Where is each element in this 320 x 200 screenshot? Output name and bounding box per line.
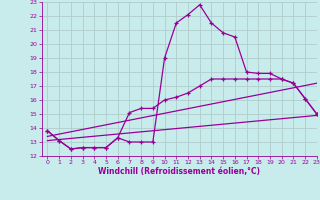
- X-axis label: Windchill (Refroidissement éolien,°C): Windchill (Refroidissement éolien,°C): [98, 167, 260, 176]
